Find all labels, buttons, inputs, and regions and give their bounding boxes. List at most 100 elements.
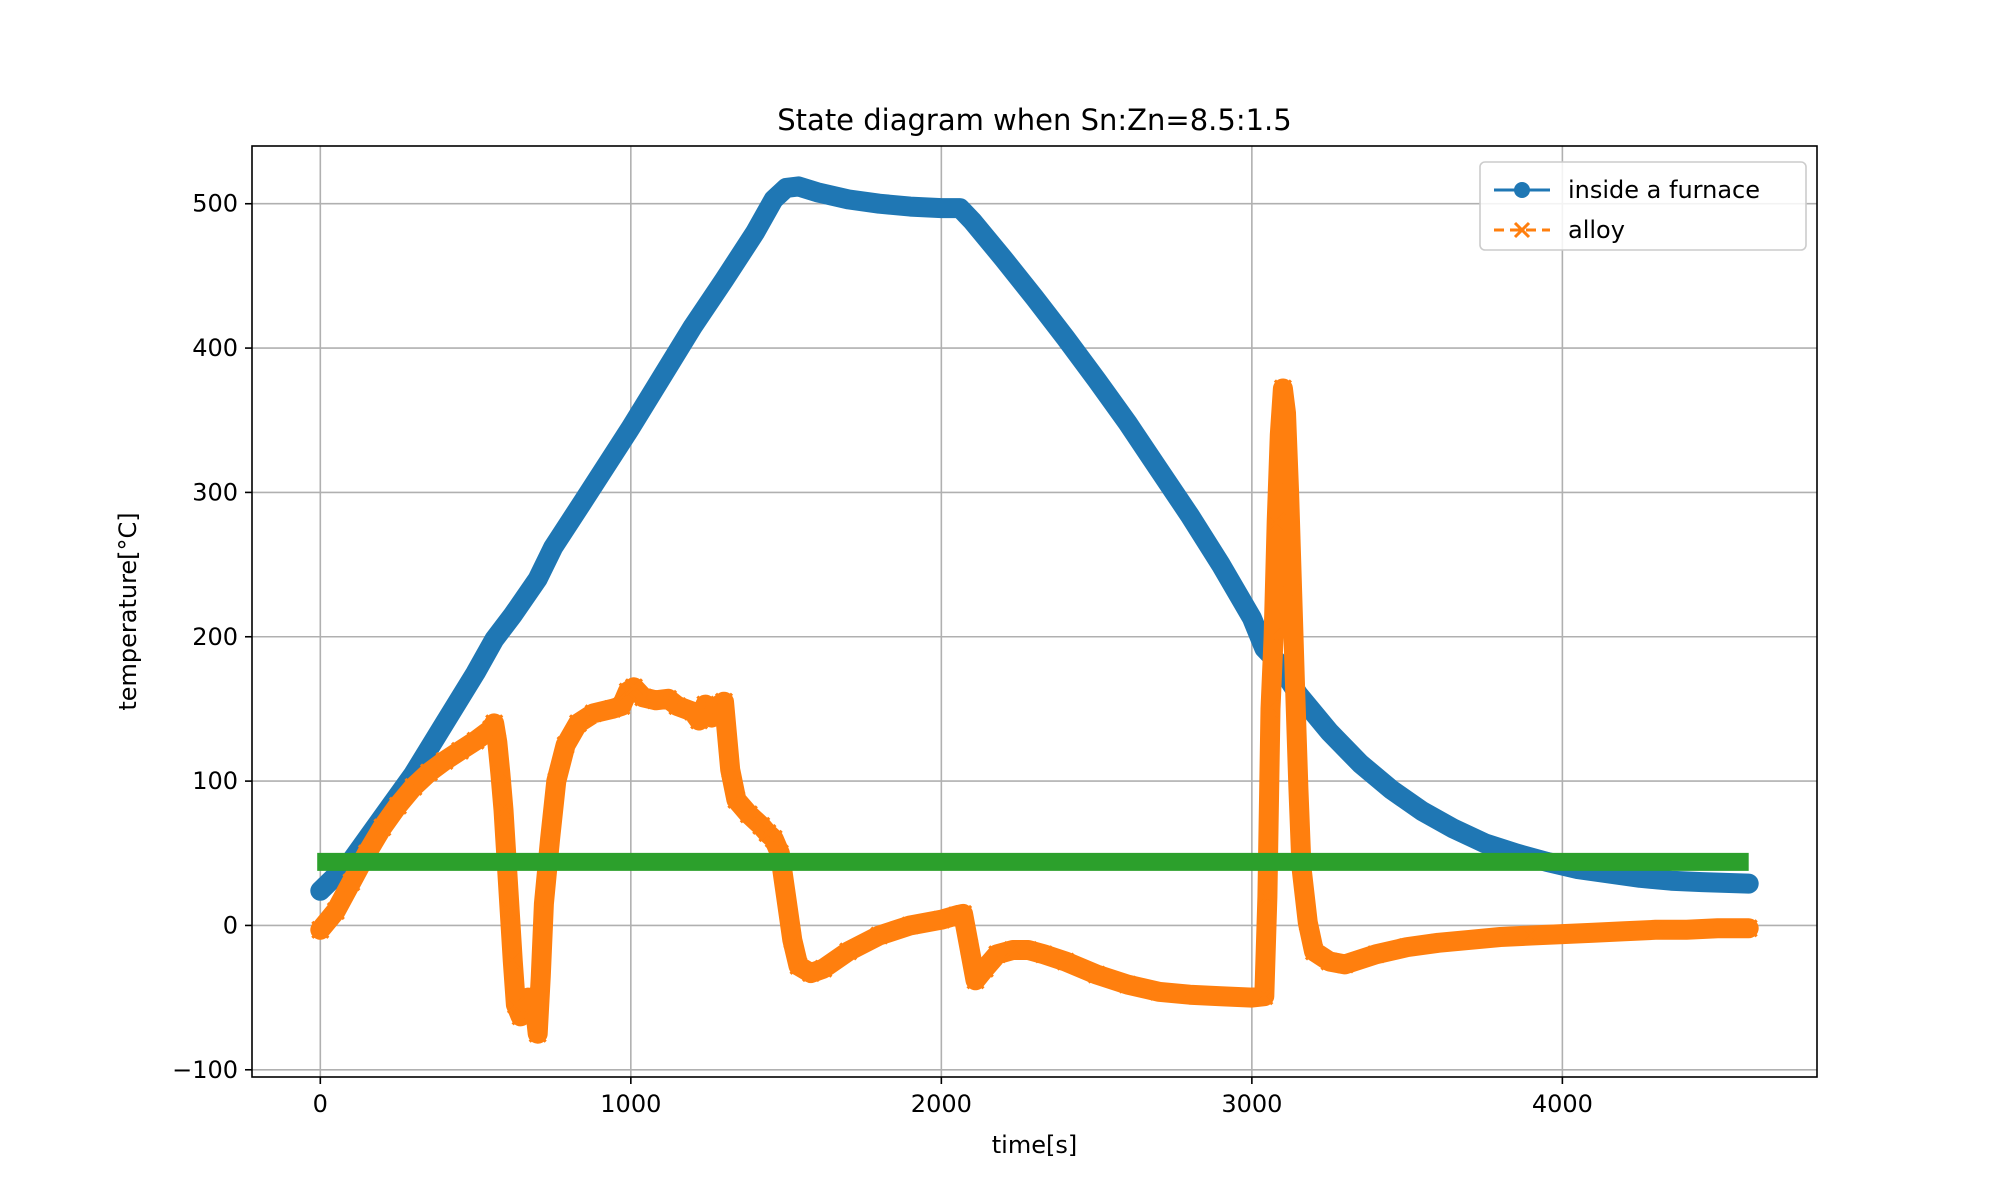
series-marker [1615,922,1634,941]
series-marker [342,873,361,892]
series-marker [556,735,575,755]
series-marker [1522,926,1541,945]
series-marker [1276,403,1296,423]
y-tick-label: 200 [192,623,238,651]
series-marker [1261,699,1280,718]
series-marker [1298,913,1317,932]
series-marker [1019,940,1038,960]
y-axis-label: temperature[°C] [114,512,142,710]
ticks: 0 1000 2000 3000 4000 −100 0 100 200 300 400 500 [172,190,1593,1118]
series-marker [901,916,920,935]
series-marker [466,731,485,750]
series-marker [668,696,687,716]
y-tick-label: 100 [192,767,238,795]
series-marker [1056,952,1075,971]
series-marker [1264,627,1283,646]
series-marker [764,829,783,848]
series-marker [547,772,566,791]
x-tick-label: 1000 [600,1090,661,1118]
series-marker [584,704,603,723]
series-marker [1739,919,1758,938]
chart-title: State diagram when Sn:Zn=8.5:1.5 [777,103,1291,137]
series-marker [975,959,994,978]
y-tick-label: 400 [192,334,238,362]
series-marker [1320,952,1339,971]
series-marker [525,995,544,1014]
series-marker [1460,930,1479,949]
series-marker [494,800,513,820]
series-marker [491,764,510,783]
plot-area [310,176,1759,1044]
series-marker [727,790,746,809]
series-marker [954,904,973,923]
legend-label: alloy [1568,216,1625,244]
series-marker [702,708,721,727]
series-marker [1553,925,1572,944]
series-marker [814,959,833,978]
series-marker [450,741,470,760]
x-tick-label: 0 [313,1090,328,1118]
series-marker [612,696,631,716]
series-marker [789,956,808,975]
series-marker [839,942,858,961]
legend-marker-circle-icon [1514,182,1530,198]
series-marker [960,938,979,957]
series-marker [1003,940,1022,960]
series-marker [783,930,802,949]
series-marker [1677,920,1696,939]
y-tick-label: 0 [223,911,238,939]
series-marker [1491,927,1510,947]
series-marker [966,971,985,990]
x-axis-label: time[s] [992,1131,1077,1159]
legend-label: inside a furnace [1568,176,1760,204]
series-marker [1087,965,1106,984]
series-marker [500,901,519,921]
series-marker [1289,779,1308,798]
legend: inside a furnace alloy [1479,161,1807,251]
series-marker [404,777,423,796]
x-tick-label: 4000 [1532,1090,1593,1118]
series-marker [1646,920,1665,939]
series-line-1 [310,378,1759,1044]
series-marker [1267,512,1286,531]
series-marker [1398,938,1417,957]
series-marker [373,818,392,837]
series-marker [777,887,796,906]
series-marker [1367,945,1386,964]
series-marker [947,906,966,925]
x-tick-label: 3000 [1221,1090,1282,1118]
series-marker [1708,919,1727,938]
series-marker [1429,933,1448,952]
series-marker [1118,975,1137,994]
series-marker [388,796,408,815]
series-marker [1584,923,1603,942]
legend-marker-x-icon [1513,221,1531,239]
series-marker [801,964,820,983]
legend-box [1479,161,1807,251]
series-marker [419,763,439,782]
x-tick-label: 2000 [911,1090,972,1118]
series-marker [485,714,504,733]
series-marker [326,901,345,921]
series-marker [1180,985,1199,1004]
series-marker [311,920,330,939]
series-marker [1280,483,1299,502]
series-marker [488,733,507,752]
series-marker [1034,945,1053,964]
series-marker [1149,982,1168,1001]
series-marker [1283,584,1302,603]
series-marker [541,829,560,848]
y-tick-label: 300 [192,478,238,506]
series-marker [435,751,454,770]
series-marker [1211,987,1230,1006]
series-marker [1273,379,1292,398]
y-tick-label: 500 [192,190,238,218]
series-marker [1270,425,1289,444]
series-marker [1258,887,1277,906]
series-marker [683,702,702,721]
series-marker [1286,685,1305,704]
y-tick-label: −100 [172,1056,238,1084]
series-marker [1335,955,1355,974]
series-marker [1304,942,1324,961]
series-marker [531,966,550,986]
